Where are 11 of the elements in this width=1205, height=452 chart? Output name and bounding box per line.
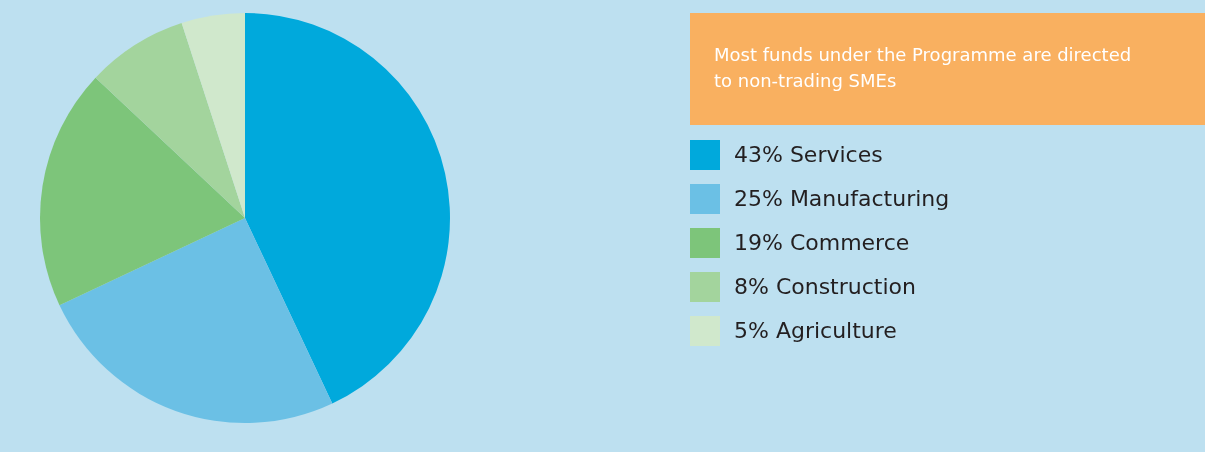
text: Most funds under the Programme are directed to non-trading SMEs: [714, 44, 1132, 91]
legend-label: 19% Commerce: [734, 230, 910, 255]
pie-slice: [245, 13, 450, 404]
pie-slice: [181, 13, 245, 218]
pie-slice: [40, 77, 245, 306]
legend-label: 8% Construction: [734, 274, 916, 299]
pie-slice: [95, 23, 245, 218]
legend-label: 25% Manufacturing: [734, 186, 950, 211]
legend-label: 43% Services: [734, 142, 883, 167]
legend-label: 5% Agriculture: [734, 318, 897, 343]
pie-slice: [59, 218, 333, 423]
